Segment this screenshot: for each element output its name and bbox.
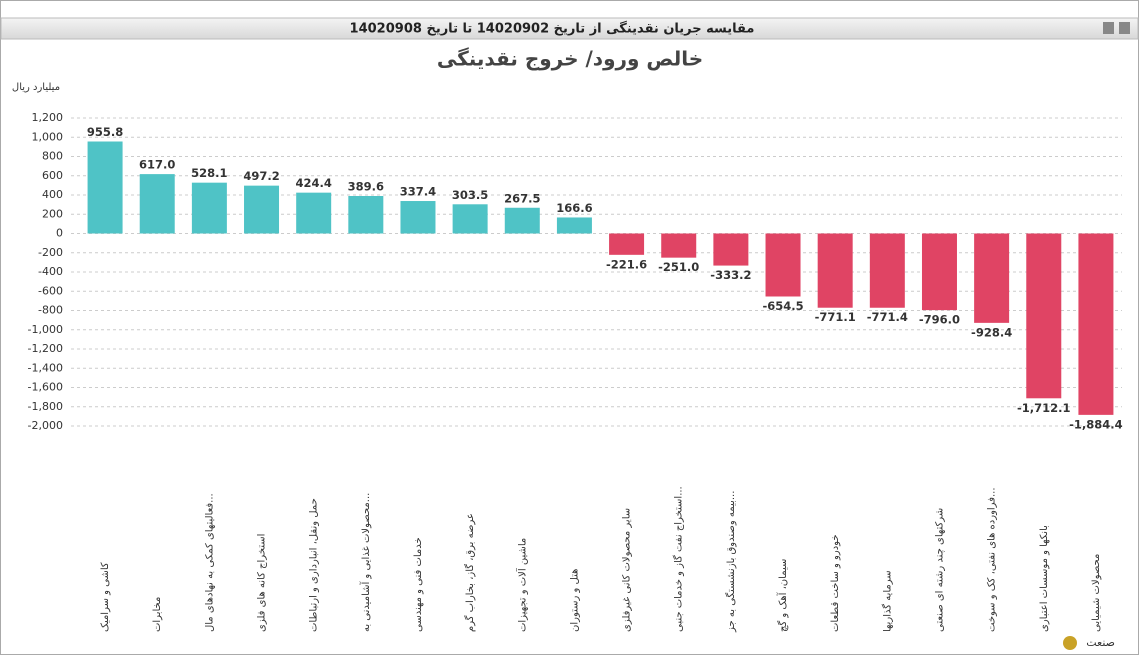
bar	[1078, 233, 1114, 415]
value-label: 617.0	[139, 158, 175, 172]
y-tick-label: -1,000	[28, 323, 63, 336]
x-tick-label: سیمان، آهک و گچ	[776, 559, 789, 632]
value-label: -654.5	[762, 299, 803, 313]
bar	[348, 196, 384, 234]
x-tick-label: سرمایه گذاریها	[881, 570, 893, 632]
x-tick-label: هتل و رستوران	[569, 569, 580, 632]
zoom-icon[interactable]	[1063, 636, 1077, 650]
x-tick-label: کاشی و سرامیک	[100, 562, 111, 632]
y-tick-label: -2,000	[28, 419, 63, 432]
y-tick-label: 800	[42, 150, 63, 163]
x-tick-label: سایر محصولات کانی غیرفلزی	[622, 508, 633, 632]
bar	[869, 233, 905, 308]
x-tick-label: عرضه برق، گاز، بخاراب گرم	[464, 513, 476, 632]
value-label: 166.6	[556, 201, 592, 215]
value-label: 389.6	[348, 180, 384, 194]
header-title: مقایسه جریان نقدینگی از تاریخ 14020902 ت…	[350, 21, 755, 37]
x-tick-label: استخراج نفت گاز و خدمات جنبی...	[673, 486, 685, 632]
bar	[713, 233, 749, 266]
print-icon[interactable]	[1103, 22, 1114, 34]
value-label: -333.2	[710, 268, 751, 282]
x-tick-label: استخراج کانه های فلزی	[257, 534, 268, 632]
value-label: 497.2	[243, 169, 279, 183]
value-label: -1,884.4	[1069, 417, 1123, 431]
x-tick-label: ماشین آلات و تجهیزات	[515, 538, 528, 632]
x-tick-label: شرکتهای چند رشته ای صنعتی	[934, 508, 945, 632]
bar	[609, 233, 645, 255]
bar	[244, 185, 280, 234]
x-tick-label: فعالیتهای کمکی به نهادهای مال...	[204, 493, 215, 632]
y-axis-label: میلیارد ریال	[12, 82, 60, 93]
value-label: -771.4	[867, 310, 908, 324]
value-label: 424.4	[295, 176, 331, 190]
x-tick-label: بانکها و موسسات اعتباری	[1039, 525, 1050, 632]
bar	[556, 217, 592, 234]
value-label: -221.6	[606, 257, 647, 271]
export-icon[interactable]	[1119, 22, 1130, 34]
bar	[139, 174, 175, 234]
value-label: -928.4	[971, 325, 1012, 339]
y-tick-label: -600	[38, 284, 63, 297]
y-tick-label: 400	[42, 188, 63, 201]
value-label: 528.1	[191, 166, 227, 180]
bar	[87, 141, 123, 234]
y-tick-label: 1,200	[32, 111, 64, 124]
y-tick-label: 0	[56, 227, 63, 240]
bar	[452, 204, 488, 234]
header-bar	[0, 17, 1139, 40]
y-tick-label: -800	[38, 304, 63, 317]
bar	[921, 233, 957, 311]
y-tick-label: -1,400	[28, 361, 63, 374]
value-label: -771.1	[815, 310, 856, 324]
value-label: 337.4	[400, 185, 436, 199]
value-label: -1,712.1	[1017, 401, 1071, 415]
bar	[400, 201, 436, 234]
x-tick-label: فراورده های نفتی، کک و سوخت...	[987, 487, 998, 632]
x-tick-label: مخابرات	[152, 597, 163, 632]
value-label: 267.5	[504, 191, 540, 205]
bar	[974, 233, 1010, 323]
bar	[191, 182, 227, 234]
value-label: 955.8	[87, 125, 123, 139]
y-tick-label: 200	[42, 207, 63, 220]
x-tick-label: خدمات فنی و مهندسی	[413, 537, 424, 632]
x-tick-label: حمل ونقل، انبارداری و ارتباطات	[309, 498, 320, 632]
bar	[1026, 233, 1062, 399]
x-tick-label: بیمه وصندوق بازنشستگی به جز...	[725, 491, 737, 633]
bar	[765, 233, 801, 297]
bar	[296, 192, 332, 234]
y-tick-label: 600	[42, 169, 63, 182]
bar	[817, 233, 853, 308]
y-tick-label: -1,200	[28, 342, 63, 355]
y-tick-label: -200	[38, 246, 63, 259]
x-tick-label: خودرو و ساخت قطعات	[830, 534, 841, 632]
value-label: -251.0	[658, 260, 699, 274]
y-tick-label: -1,800	[28, 400, 63, 413]
x-tick-label: محصولات شیمیایی	[1091, 554, 1102, 632]
chart-title: خالص ورود/ خروج نقدینگی	[437, 47, 703, 71]
y-tick-label: 1,000	[32, 130, 64, 143]
y-tick-label: -1,600	[28, 381, 63, 394]
value-label: -796.0	[919, 313, 960, 327]
bar	[661, 233, 697, 258]
x-axis-label: صنعت	[1086, 636, 1115, 649]
value-label: 303.5	[452, 188, 488, 202]
x-tick-label: محصولات غذایی و آشامیدنی به...	[359, 493, 372, 632]
y-tick-label: -400	[38, 265, 63, 278]
bar	[504, 207, 540, 234]
